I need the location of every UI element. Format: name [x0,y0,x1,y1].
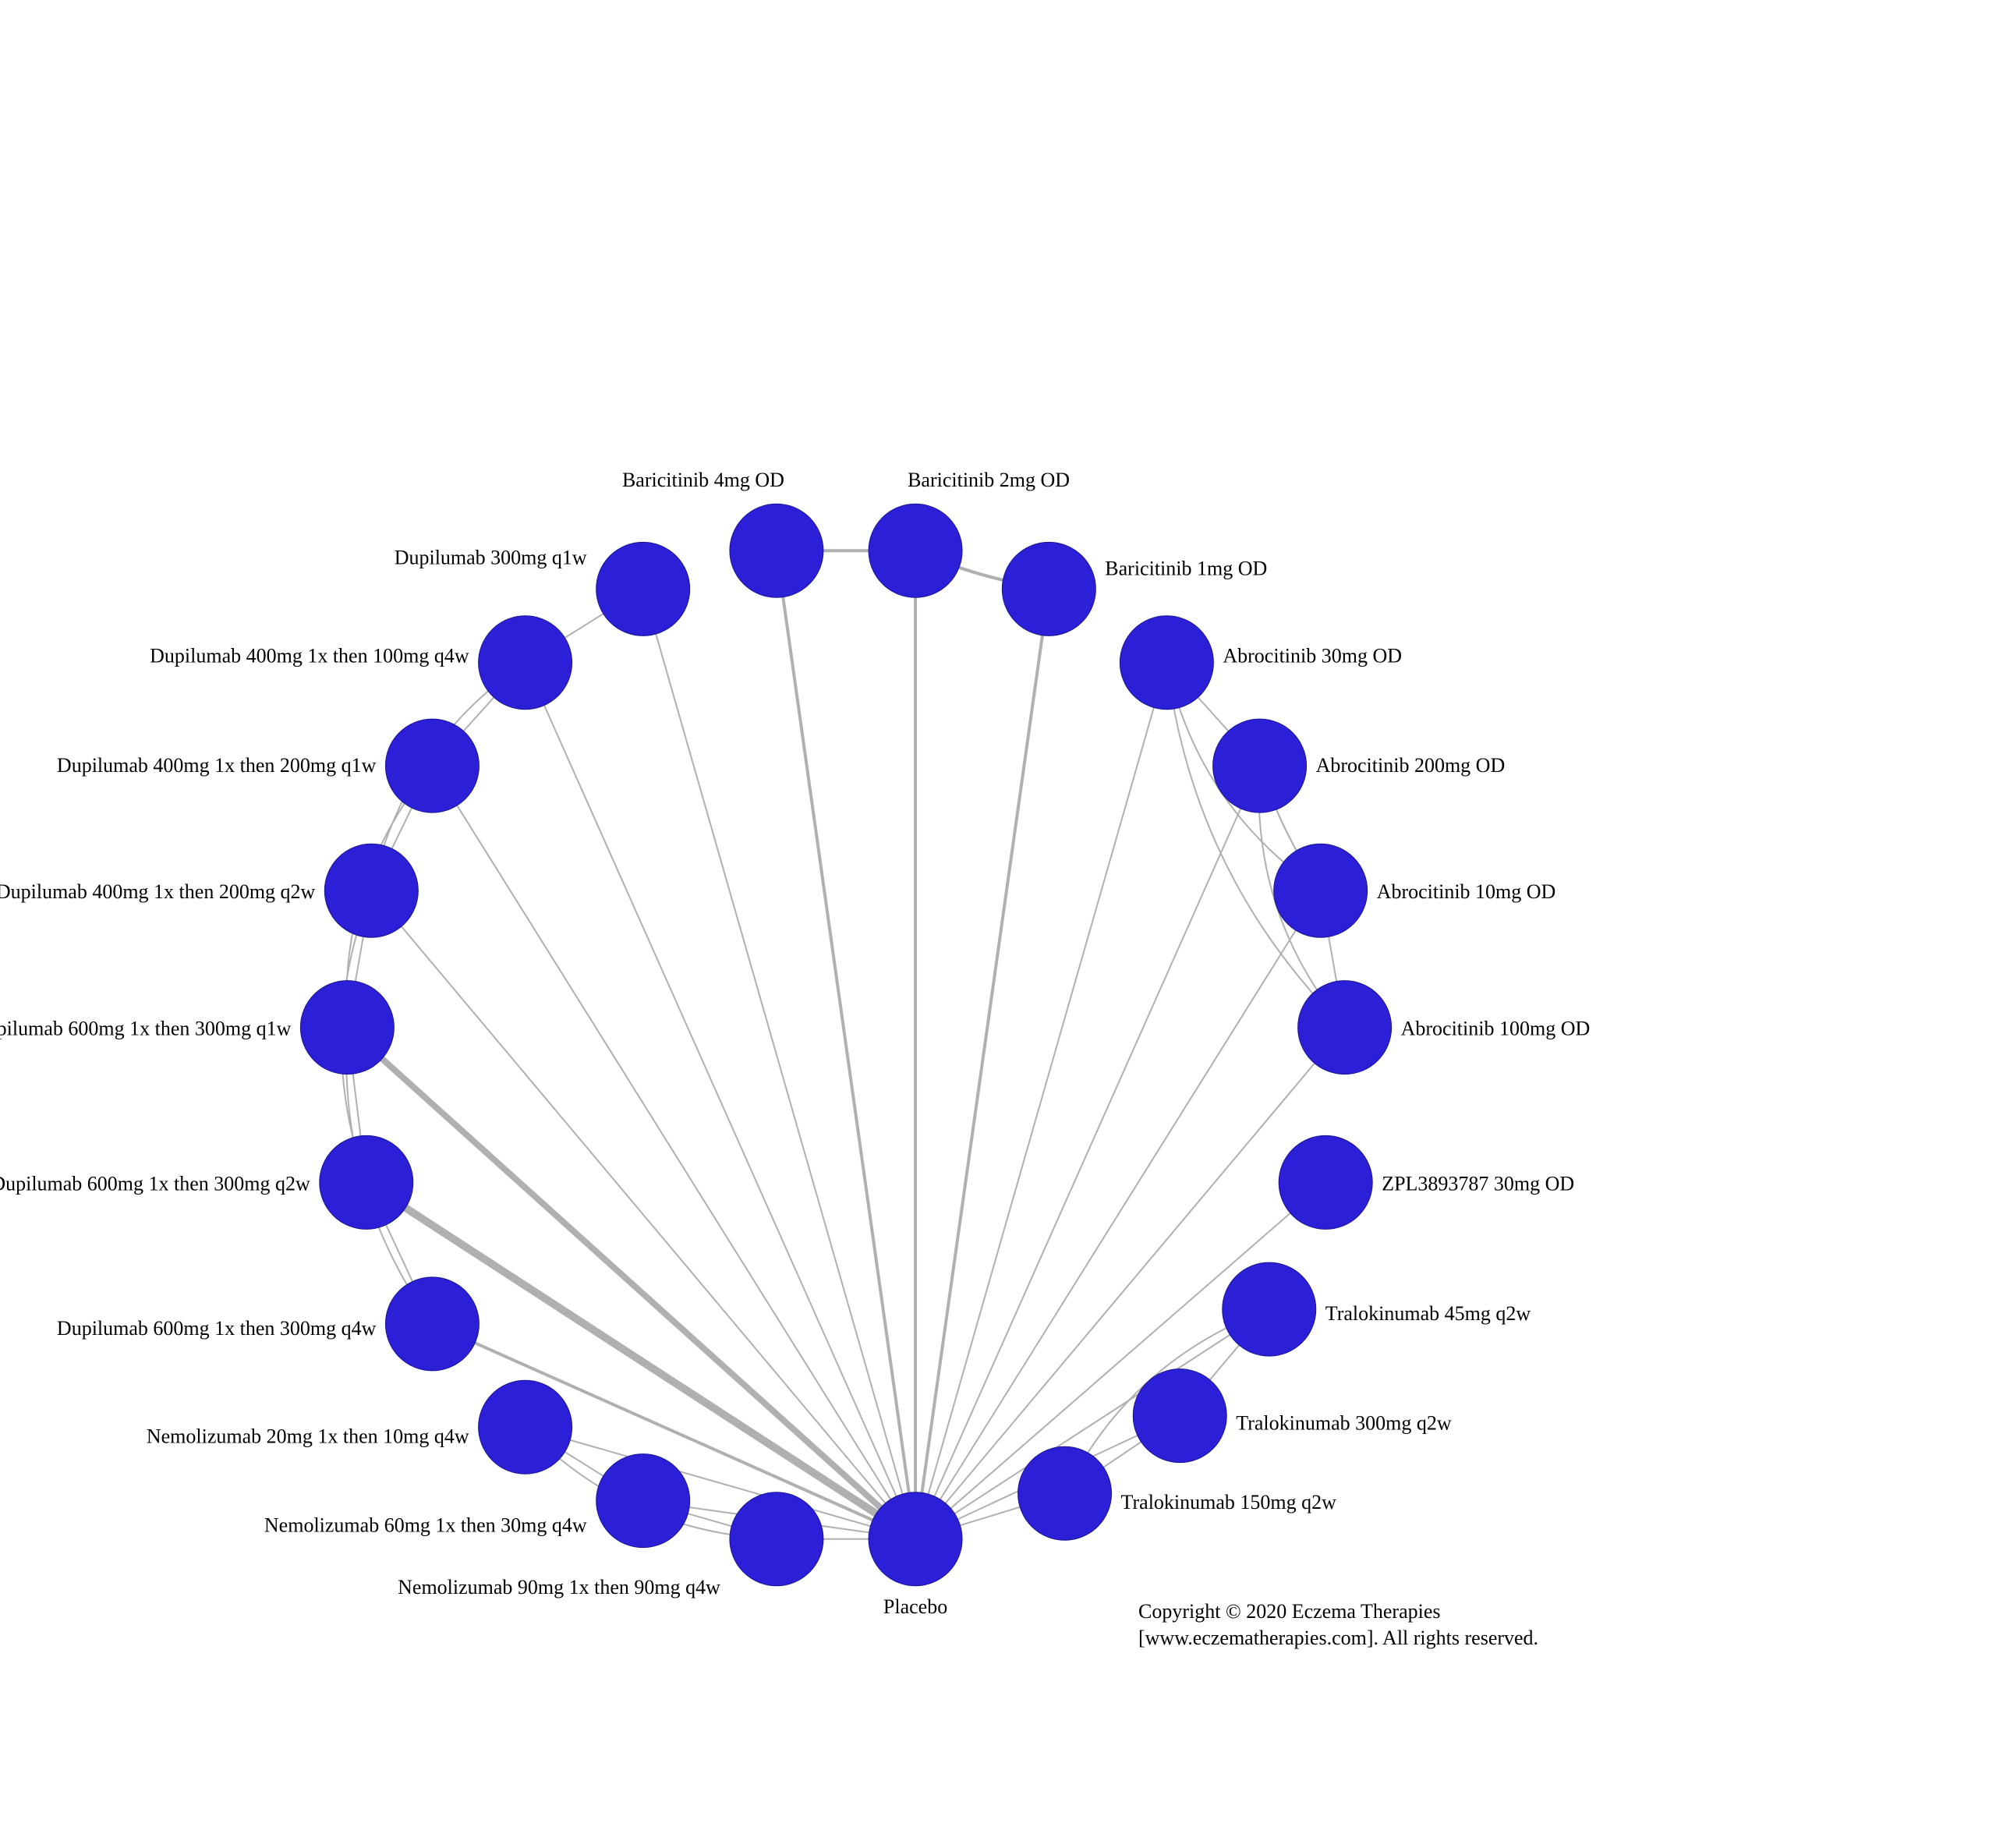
node-label: ZPL3893787 30mg OD [1382,1172,1574,1195]
node-label: Nemolizumab 60mg 1x then 30mg q4w [264,1514,587,1537]
edge [643,589,915,1538]
edge [526,663,915,1539]
node [1018,1446,1112,1540]
node-label: Dupilumab 400mg 1x then 200mg q1w [57,754,377,777]
node-label: Dupilumab 300mg q1w [395,546,587,568]
network-diagram: Baricitinib 4mg OD Baricitinib 2mg OD Bari… [0,0,1996,1848]
node-label: Abrocitinib 10mg OD [1377,880,1556,903]
node-label: Tralokinumab 45mg q2w [1325,1302,1531,1325]
edge [915,589,1049,1538]
node-label: Baricitinib 4mg OD [622,469,784,491]
edge [777,551,915,1539]
node [730,504,823,597]
edge [915,890,1321,1539]
node [1223,1262,1316,1356]
node [385,1277,479,1371]
copyright-text: [www.eczematherapies.com]. All rights re… [1138,1627,1538,1649]
node-label: Tralokinumab 300mg q2w [1236,1412,1452,1435]
node [1120,616,1213,710]
node [385,719,479,812]
node [1279,1135,1372,1229]
node-label: Dupilumab 600mg 1x then 300mg q1w [0,1018,292,1040]
edge [915,663,1166,1539]
node [320,1135,413,1229]
node [324,844,418,937]
node-label: Dupilumab 600mg 1x then 300mg q2w [0,1172,310,1195]
node [1274,844,1368,937]
node-label: Placebo [883,1595,947,1618]
node [1002,542,1095,635]
node [596,542,690,635]
node [1213,719,1307,812]
node-label: Dupilumab 400mg 1x then 100mg q4w [150,645,469,667]
node-label: Baricitinib 1mg OD [1105,557,1267,579]
node-label: Baricitinib 2mg OD [908,469,1070,491]
node-label: Nemolizumab 90mg 1x then 90mg q4w [398,1576,720,1598]
node-label: Abrocitinib 30mg OD [1223,645,1402,667]
node-label: Abrocitinib 100mg OD [1401,1018,1591,1040]
edge [915,1182,1325,1538]
node-label: Dupilumab 400mg 1x then 200mg q2w [0,880,316,903]
node [300,981,394,1074]
node [869,1492,962,1586]
node [1133,1369,1226,1463]
node [479,616,572,710]
node [1298,981,1392,1074]
node [479,1380,572,1474]
node-label: Nemolizumab 20mg 1x then 10mg q4w [147,1425,469,1447]
node-label: Abrocitinib 200mg OD [1316,754,1506,777]
node [596,1454,690,1548]
copyright-text: Copyright © 2020 Eczema Therapies [1138,1600,1441,1623]
node-label: Tralokinumab 150mg q2w [1121,1491,1337,1513]
node-label: Dupilumab 600mg 1x then 300mg q4w [57,1317,377,1340]
node [730,1492,823,1586]
node [869,504,962,597]
